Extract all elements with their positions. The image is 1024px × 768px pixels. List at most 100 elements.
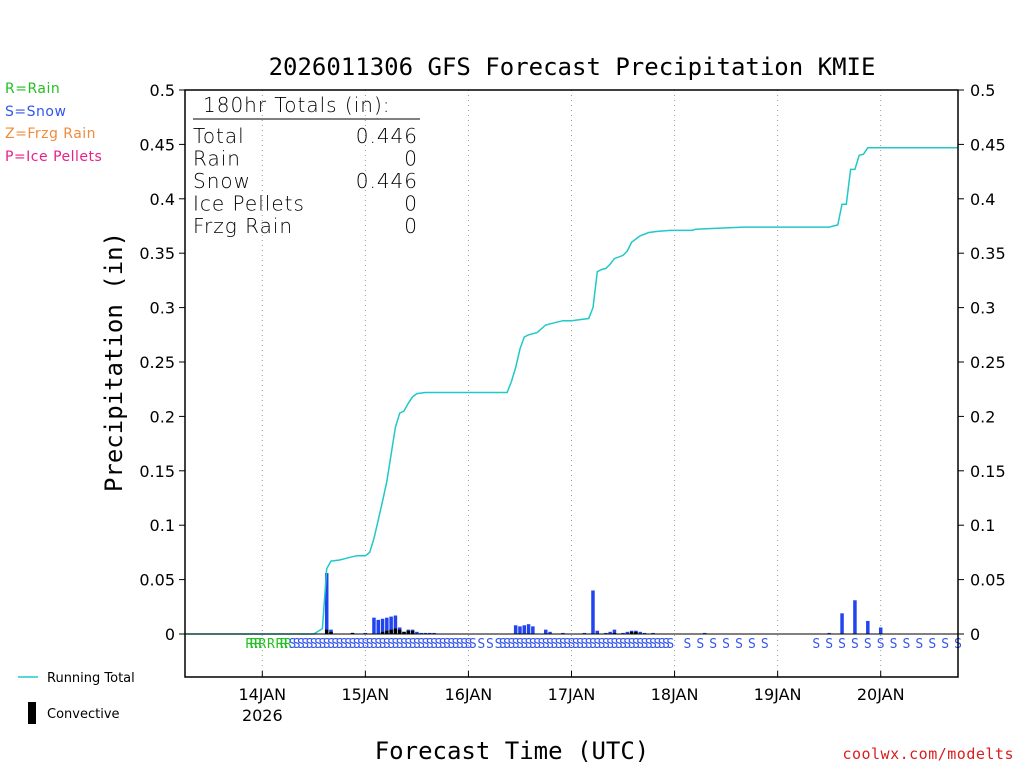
- snow-marker: S: [585, 637, 593, 652]
- snow-marker: S: [319, 637, 327, 652]
- totals-row-label: Total: [193, 124, 245, 148]
- series-legend: Running Total Convective: [18, 671, 135, 724]
- snow-marker: S: [628, 637, 636, 652]
- totals-row-value: 0.446: [356, 169, 418, 193]
- snow-marker: S: [529, 637, 537, 652]
- snow-marker: S: [370, 637, 378, 652]
- snow-marker: S: [525, 637, 533, 652]
- snow-marker: S: [645, 637, 653, 652]
- rain-marker: R: [284, 637, 292, 652]
- y-tick-label-right: 0.3: [970, 299, 995, 318]
- snow-marker: S: [761, 637, 769, 652]
- snow-marker: S: [301, 637, 309, 652]
- snow-marker: S: [580, 637, 588, 652]
- convective-bar: [380, 631, 385, 634]
- snow-bar: [372, 617, 376, 634]
- totals-row-value: 0.446: [356, 124, 418, 148]
- y-tick-label-right: 0.5: [970, 81, 995, 100]
- snow-marker: S: [598, 637, 606, 652]
- snow-bar: [604, 632, 608, 634]
- snow-marker: S: [293, 637, 301, 652]
- x-tick-label: 17JAN: [548, 685, 596, 704]
- snow-bar: [866, 620, 870, 634]
- snow-marker: S: [563, 637, 571, 652]
- y-tick-label-right: 0.25: [970, 353, 1006, 372]
- plot-frame: [184, 89, 959, 678]
- snow-marker: S: [825, 637, 833, 652]
- y-tick-label-left: 0.2: [150, 407, 175, 426]
- snow-bar: [827, 632, 831, 634]
- running-total-line: [185, 146, 958, 635]
- convective-bar: [629, 631, 634, 634]
- x-tick-sublabel: 2026: [242, 706, 283, 725]
- snow-marker: S: [533, 637, 541, 652]
- rain-marker: R: [250, 637, 258, 652]
- snow-bar: [561, 632, 565, 634]
- snow-marker: S: [327, 637, 335, 652]
- snow-marker: S: [735, 637, 743, 652]
- axes: [184, 89, 959, 678]
- convective-bar: [397, 629, 402, 634]
- snow-marker: S: [623, 637, 631, 652]
- snow-marker: S: [696, 637, 704, 652]
- snow-marker: S: [306, 637, 314, 652]
- snow-marker: S: [374, 637, 382, 652]
- snow-marker: S: [516, 637, 524, 652]
- snow-bar: [595, 630, 600, 634]
- snow-marker: S: [465, 637, 473, 652]
- snow-bar: [518, 626, 522, 634]
- x-tick-label: 19JAN: [754, 685, 802, 704]
- snow-bar: [389, 616, 393, 634]
- snow-marker: S: [379, 637, 387, 652]
- snow-bar: [432, 632, 436, 634]
- y-tick-label-right: 0.4: [970, 190, 995, 209]
- series-legend-label: Convective: [47, 707, 120, 722]
- y-tick-label-right: 0.2: [970, 407, 995, 426]
- snow-marker: S: [447, 637, 455, 652]
- snow-marker: S: [417, 637, 425, 652]
- snow-marker: S: [572, 637, 580, 652]
- snow-marker: S: [653, 637, 661, 652]
- x-tick-label: 20JAN: [857, 685, 905, 704]
- snow-marker: S: [890, 637, 898, 652]
- snow-marker: S: [400, 637, 408, 652]
- y-tick-label-left: 0.1: [150, 516, 175, 535]
- totals-header: 180hr Totals (in):: [203, 93, 391, 117]
- y-tick-label-left: 0.45: [139, 135, 175, 154]
- snow-marker: S: [434, 637, 442, 652]
- snow-marker: S: [658, 637, 666, 652]
- totals-box: 180hr Totals (in): Total 0.446 Rain 0 Snow 0.4…: [193, 93, 420, 238]
- snow-marker: S: [877, 637, 885, 652]
- snow-marker: S: [456, 637, 464, 652]
- chart-title: 2026011306 GFS Forecast Precipitation KM…: [269, 53, 876, 81]
- convective-bar: [389, 629, 393, 634]
- snow-bar: [612, 629, 617, 634]
- snow-marker: S: [684, 637, 692, 652]
- snow-marker: S: [611, 637, 619, 652]
- snow-bar: [526, 624, 531, 634]
- totals-row-label: Ice Pellets: [193, 192, 305, 216]
- snow-bar: [376, 619, 380, 634]
- x-tick-label: 16JAN: [445, 685, 493, 704]
- snow-marker: S: [387, 637, 395, 652]
- x-tick-label: 14JAN: [238, 685, 286, 704]
- snow-marker: S: [864, 637, 872, 652]
- snow-bar: [625, 631, 630, 634]
- snow-marker: S: [520, 637, 528, 652]
- snow-bar: [582, 632, 587, 634]
- legend-bar-swatch: [28, 702, 36, 724]
- snow-bar: [522, 625, 527, 634]
- y-tick-label-left: 0.25: [139, 353, 175, 372]
- snow-marker: S: [546, 637, 554, 652]
- snow-bar: [702, 632, 707, 634]
- snow-marker: S: [559, 637, 567, 652]
- totals-row-label: Snow: [193, 169, 251, 193]
- snow-bar: [380, 618, 385, 634]
- y-axis-label: Precipitation (in): [100, 232, 128, 492]
- y-tick-label-left: 0.5: [150, 81, 175, 100]
- snow-bar: [428, 632, 432, 634]
- convective-bar: [393, 628, 398, 634]
- snow-marker: S: [452, 637, 460, 652]
- y-tick-label-left: 0: [165, 625, 175, 644]
